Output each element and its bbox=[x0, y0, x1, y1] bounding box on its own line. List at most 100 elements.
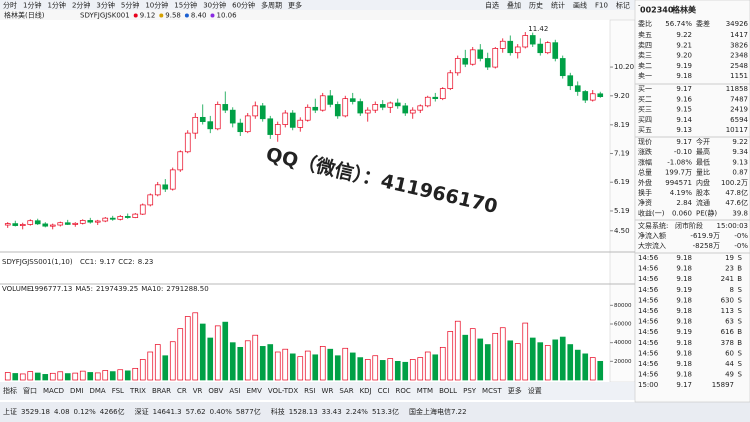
volume-bar bbox=[507, 340, 514, 381]
buy-volume: 10117 bbox=[726, 126, 748, 134]
tool-button[interactable]: F10 bbox=[595, 2, 608, 10]
indicator-tab[interactable]: 设置 bbox=[528, 386, 542, 395]
indicator-tab[interactable]: TRIX bbox=[129, 387, 146, 395]
tick-price: 9.18 bbox=[676, 307, 692, 315]
indicator-tab[interactable]: SAR bbox=[339, 387, 353, 395]
period-button[interactable]: 更多 bbox=[288, 1, 302, 10]
diff: 34926 bbox=[726, 20, 749, 28]
candle-body bbox=[57, 222, 64, 226]
volume-title: VOLUME: bbox=[2, 285, 34, 293]
indicator-tab[interactable]: FSL bbox=[112, 387, 124, 395]
volume-bar bbox=[522, 322, 529, 381]
tool-button[interactable]: 标记 bbox=[616, 1, 630, 10]
volume-bar bbox=[282, 348, 289, 381]
tick-side: S bbox=[738, 371, 743, 379]
indicator-tab[interactable]: PSY bbox=[463, 387, 477, 395]
period-button[interactable]: 60分钟 bbox=[232, 1, 255, 10]
volume-bar bbox=[102, 370, 109, 381]
ratio-label: 委比 bbox=[638, 19, 652, 28]
tool-button[interactable]: 历史 bbox=[529, 1, 543, 10]
quote-panel bbox=[634, 0, 750, 403]
indicator-tab[interactable]: DMI bbox=[70, 387, 84, 395]
stat-value: -1.08% bbox=[667, 158, 692, 166]
period-button[interactable]: 多周期 bbox=[261, 1, 282, 10]
sell-price: 9.21 bbox=[676, 41, 692, 49]
buy-price: 9.16 bbox=[676, 95, 692, 103]
period-button[interactable]: 30分钟 bbox=[203, 1, 226, 10]
indicator-tab[interactable]: MTM bbox=[417, 387, 433, 395]
tick-side: S bbox=[738, 349, 743, 357]
period-button[interactable]: 2分钟 bbox=[72, 1, 90, 10]
tool-button[interactable]: 画线 bbox=[573, 1, 587, 10]
indicator-tab[interactable]: VOL-TDX bbox=[268, 387, 299, 395]
candle-body bbox=[259, 105, 266, 120]
indicator-tab[interactable]: DMA bbox=[89, 387, 105, 395]
stock-title: 格林美(日线) bbox=[4, 11, 45, 20]
candle-body bbox=[589, 93, 596, 101]
volume-bar bbox=[409, 359, 416, 381]
status-bar bbox=[0, 402, 750, 422]
indicator-tab[interactable]: 窗口 bbox=[23, 386, 37, 395]
indicator-tab[interactable]: RSI bbox=[304, 387, 315, 395]
tool-button[interactable]: - bbox=[638, 2, 641, 10]
indicator-tab[interactable]: MCST bbox=[482, 387, 502, 395]
candle-body bbox=[364, 109, 371, 114]
period-button[interactable]: 3分钟 bbox=[96, 1, 114, 10]
indicator-tab[interactable]: EMV bbox=[247, 387, 262, 395]
indicator-tab[interactable]: VR bbox=[193, 387, 203, 395]
status-item: 4.08 bbox=[54, 408, 70, 416]
candle-body bbox=[154, 184, 161, 196]
indicator-tab[interactable]: ASI bbox=[229, 387, 240, 395]
flow-pct: -0% bbox=[734, 242, 748, 250]
status-item: 57.62 bbox=[186, 408, 206, 416]
candle-body bbox=[19, 224, 26, 226]
tick-price: 9.18 bbox=[676, 275, 692, 283]
indicator-tab[interactable]: KDJ bbox=[360, 387, 372, 395]
indicator-tab[interactable]: WR bbox=[322, 387, 334, 395]
stat-value: 9.22 bbox=[732, 138, 748, 146]
candle-body bbox=[447, 72, 454, 89]
sell-price: 9.22 bbox=[676, 31, 692, 39]
tick-price: 9.19 bbox=[676, 328, 692, 336]
indicator-tab[interactable]: 指标 bbox=[3, 386, 17, 395]
volume-bar bbox=[289, 353, 296, 381]
indicator-tab[interactable]: BRAR bbox=[152, 387, 171, 395]
volume-bar bbox=[57, 371, 64, 381]
volume-bar bbox=[237, 346, 244, 381]
indicator-tab[interactable]: MACD bbox=[43, 387, 64, 395]
indicator-tab[interactable]: BOLL bbox=[439, 387, 457, 395]
indicator-tab[interactable]: 更多 bbox=[508, 386, 522, 395]
period-button[interactable]: 5分钟 bbox=[121, 1, 139, 10]
volume-tick-label: 40000 bbox=[614, 340, 632, 346]
volume-bar bbox=[589, 357, 596, 381]
tab-bar bbox=[0, 382, 635, 400]
period-button[interactable]: 10分钟 bbox=[145, 1, 168, 10]
period-button[interactable]: 1分钟 bbox=[23, 1, 41, 10]
candle-body bbox=[559, 58, 566, 77]
candle-body bbox=[402, 105, 409, 114]
tool-button[interactable]: 自选 bbox=[485, 1, 499, 10]
tick-price: 9.19 bbox=[676, 286, 692, 294]
period-button[interactable]: 1分钟 bbox=[47, 1, 65, 10]
indicator-tab[interactable]: ROC bbox=[395, 387, 410, 395]
tick-volume: 15897 bbox=[712, 381, 734, 389]
volume-ma10-label: MA10: bbox=[141, 285, 163, 293]
sell-volume: 2348 bbox=[730, 52, 748, 60]
volume-bar bbox=[267, 344, 274, 381]
tool-button[interactable]: 叠加 bbox=[507, 1, 521, 10]
period-button[interactable]: 分时 bbox=[3, 1, 17, 10]
indicator-tab[interactable]: CR bbox=[177, 387, 187, 395]
indicator-tab[interactable]: OBV bbox=[208, 387, 223, 395]
tick-side: S bbox=[738, 360, 743, 368]
tool-button[interactable]: 统计 bbox=[551, 1, 565, 10]
high-label: 11.42 bbox=[528, 25, 548, 33]
flow-label: 大宗流入 bbox=[638, 241, 666, 250]
volume-bar bbox=[469, 328, 476, 381]
legend-dot bbox=[159, 13, 164, 18]
stat-value: 2.84 bbox=[676, 199, 692, 207]
indicator-tab[interactable]: CCI bbox=[378, 387, 390, 395]
candle-body bbox=[199, 116, 206, 122]
volume-bar bbox=[252, 334, 259, 381]
period-button[interactable]: 15分钟 bbox=[174, 1, 197, 10]
volume-bar bbox=[132, 367, 139, 381]
